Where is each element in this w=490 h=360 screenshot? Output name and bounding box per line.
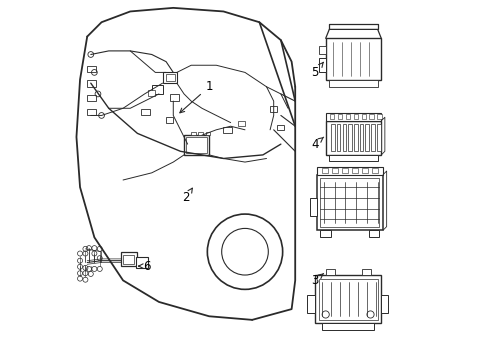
Bar bbox=[87, 95, 96, 101]
Bar bbox=[310, 198, 317, 216]
Bar bbox=[198, 132, 203, 135]
Text: 2: 2 bbox=[182, 188, 193, 204]
Bar bbox=[368, 230, 379, 237]
Bar bbox=[317, 175, 383, 230]
Bar bbox=[238, 121, 245, 126]
Bar bbox=[326, 121, 381, 155]
Bar bbox=[223, 127, 232, 134]
Bar bbox=[87, 109, 96, 116]
Bar bbox=[170, 94, 179, 101]
Bar bbox=[346, 114, 350, 120]
Bar bbox=[318, 279, 378, 320]
Bar bbox=[152, 85, 163, 94]
Text: 6: 6 bbox=[139, 260, 150, 273]
Bar bbox=[352, 168, 358, 173]
Text: 4: 4 bbox=[311, 137, 323, 150]
Bar bbox=[317, 167, 383, 175]
Bar bbox=[332, 168, 338, 173]
Bar bbox=[184, 135, 209, 155]
Text: 3: 3 bbox=[311, 274, 323, 287]
Bar bbox=[331, 125, 335, 151]
Bar bbox=[360, 125, 364, 151]
Bar bbox=[322, 168, 328, 173]
Bar bbox=[307, 295, 315, 313]
Bar bbox=[381, 295, 388, 313]
Bar bbox=[319, 45, 326, 54]
Bar bbox=[163, 72, 177, 83]
Bar bbox=[148, 90, 155, 96]
Bar bbox=[362, 168, 368, 173]
Text: 5: 5 bbox=[311, 62, 323, 79]
Bar bbox=[329, 80, 378, 87]
Bar bbox=[354, 114, 358, 120]
Bar bbox=[141, 109, 150, 116]
Bar bbox=[343, 125, 346, 151]
Bar bbox=[136, 257, 148, 268]
Bar bbox=[329, 155, 378, 161]
Bar bbox=[326, 39, 381, 80]
Bar bbox=[320, 230, 331, 237]
Bar bbox=[342, 168, 348, 173]
Bar bbox=[166, 74, 175, 81]
Bar bbox=[377, 114, 382, 120]
Bar bbox=[337, 125, 341, 151]
Bar bbox=[326, 113, 381, 121]
Bar bbox=[354, 125, 358, 151]
Bar bbox=[371, 125, 375, 151]
Text: 1: 1 bbox=[180, 80, 213, 113]
Bar bbox=[338, 114, 342, 120]
Bar bbox=[166, 117, 173, 123]
Bar bbox=[277, 125, 284, 130]
Bar bbox=[186, 137, 207, 153]
Bar bbox=[372, 168, 378, 173]
Bar bbox=[319, 58, 326, 72]
Bar bbox=[377, 125, 381, 151]
Bar bbox=[320, 178, 379, 226]
Bar bbox=[270, 107, 277, 112]
Bar bbox=[326, 269, 335, 275]
Bar bbox=[315, 275, 381, 323]
Bar bbox=[205, 132, 210, 135]
Bar bbox=[123, 255, 134, 264]
Bar bbox=[330, 114, 334, 120]
Bar bbox=[122, 252, 137, 266]
Bar bbox=[369, 114, 374, 120]
Bar bbox=[362, 114, 366, 120]
Bar bbox=[87, 80, 96, 87]
Bar bbox=[362, 269, 370, 275]
Bar bbox=[366, 125, 369, 151]
Bar bbox=[322, 323, 374, 330]
Bar bbox=[348, 125, 352, 151]
Bar bbox=[191, 132, 196, 135]
Bar bbox=[87, 66, 96, 72]
